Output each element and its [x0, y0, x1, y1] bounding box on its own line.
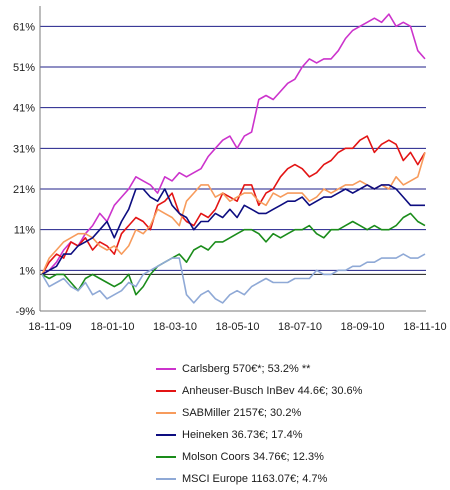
x-tick-label: 18-01-10 — [90, 321, 134, 333]
y-tick-label: 41% — [13, 103, 35, 115]
legend-item: Carlsberg 570€*; 53.2% ** — [156, 358, 446, 380]
x-tick-label: 18-03-10 — [153, 321, 197, 333]
legend-label: Molson Coors 34.76€; 12.3% — [182, 451, 324, 463]
series-line-0 — [41, 13, 426, 276]
legend-swatch — [156, 368, 176, 370]
y-tick-label: 61% — [13, 21, 35, 33]
y-tick-label: 1% — [19, 265, 35, 277]
legend-swatch — [156, 478, 176, 480]
y-tick-label: 51% — [13, 62, 35, 74]
x-tick-label: 18-11-10 — [403, 321, 446, 333]
legend-label: SABMiller 2157€; 30.2% — [182, 407, 302, 419]
legend-item: Anheuser-Busch InBev 44.6€; 30.6% — [156, 380, 446, 402]
series-line-3 — [41, 184, 425, 276]
line-chart: 61% 51% 41% 31% 21% 11% 1% -9% 18-11-09 18-01-10… — [13, 6, 447, 333]
x-tick-label: 18-05-10 — [215, 321, 259, 333]
x-tick-label: 18-07-10 — [278, 321, 322, 333]
y-tick-label: -9% — [15, 306, 35, 318]
series-line-5 — [41, 253, 426, 304]
legend-swatch — [156, 456, 176, 458]
y-tick-label: 11% — [14, 225, 35, 237]
legend: Carlsberg 570€*; 53.2% ** Anheuser-Busch … — [156, 358, 446, 490]
legend-swatch — [156, 434, 176, 436]
y-tick-label: 31% — [13, 143, 35, 155]
legend-label: Carlsberg 570€*; 53.2% ** — [182, 363, 311, 375]
legend-label: Anheuser-Busch InBev 44.6€; 30.6% — [182, 385, 363, 397]
legend-label: Heineken 36.73€; 17.4% — [182, 429, 303, 441]
series-line-4 — [41, 212, 426, 296]
x-tick-label: 18-09-10 — [340, 321, 384, 333]
legend-item: Heineken 36.73€; 17.4% — [156, 424, 446, 446]
plot-area — [40, 6, 426, 311]
legend-swatch — [156, 412, 176, 414]
legend-item: Molson Coors 34.76€; 12.3% — [156, 446, 446, 468]
y-tick-label: 21% — [13, 184, 35, 196]
series-line-2 — [41, 152, 426, 275]
legend-label: MSCI Europe 1163.07€; 4.7% — [182, 473, 328, 485]
x-tick-label: 18-11-09 — [28, 321, 71, 333]
legend-item: MSCI Europe 1163.07€; 4.7% — [156, 468, 446, 490]
legend-item: SABMiller 2157€; 30.2% — [156, 402, 446, 424]
legend-swatch — [156, 390, 176, 392]
